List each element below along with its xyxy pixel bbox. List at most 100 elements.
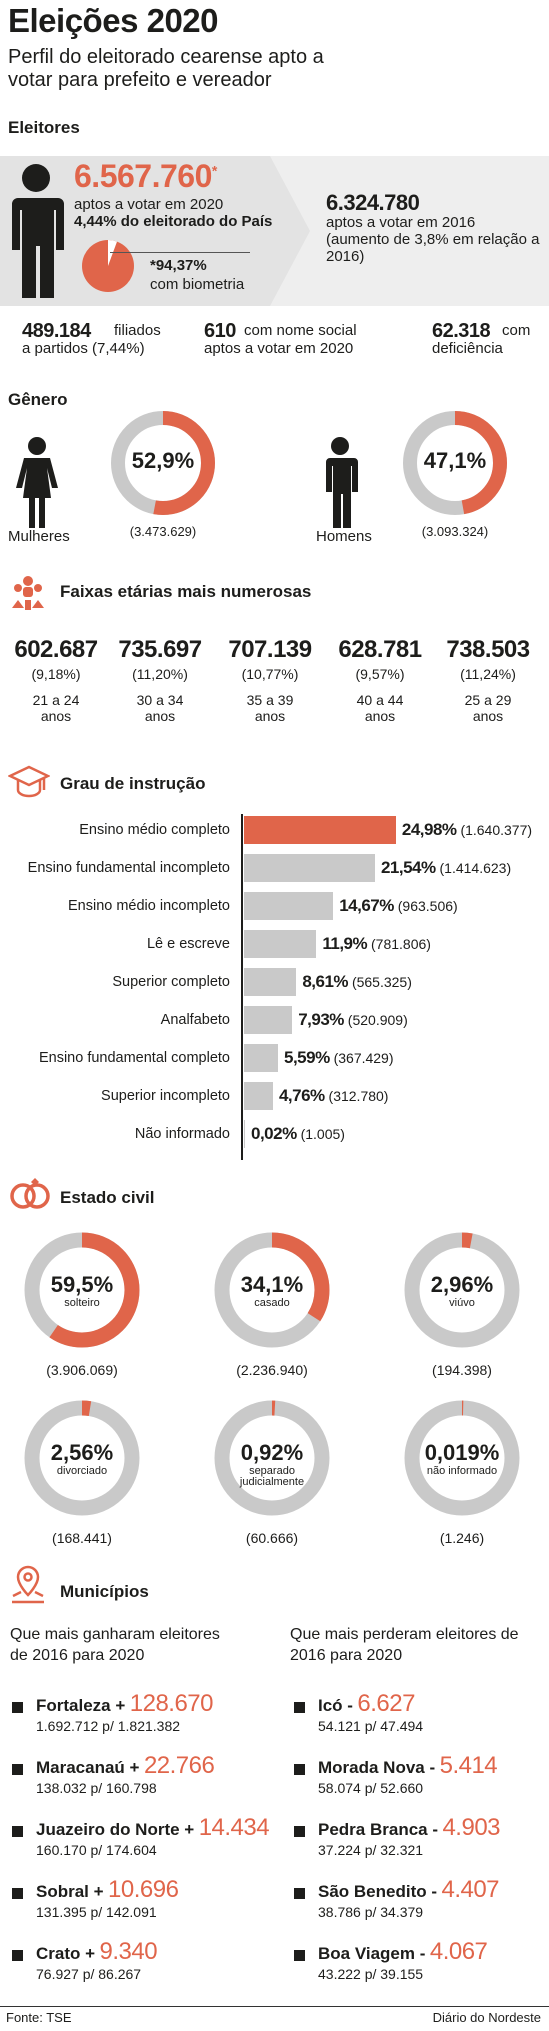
biometria-label: com biometria [150,276,245,293]
bullet [294,1826,305,1837]
estado-civil-count: (60.666) [245,1530,299,1546]
section-instrucao: Grau de instrução [60,774,206,793]
deficiencia-stat: 62.318 [432,320,491,342]
estado-civil-pct: 59,5% [50,1272,114,1297]
bar-value: 7,93% (520.909) [298,1010,408,1029]
bullet [294,1888,305,1899]
section-municipios: Municípios [60,1582,149,1601]
mulheres-donut [111,411,215,515]
mulheres-label: Mulheres [8,528,70,545]
bar-value: 4,76% (312.780) [278,1086,389,1105]
estado-civil-count: (1.246) [439,1530,485,1546]
bar-label: Ensino fundamental incompleto [27,860,230,876]
instrucao-chart: Ensino médio completo 24,98% (1.640.377)… [0,816,549,1160]
estado-civil-donut [404,1400,520,1516]
page-subtitle: Perfil do eleitorado cearense apto a vot… [8,46,324,91]
bar [244,854,375,882]
age-group-icon [12,576,44,610]
bar-label: Ensino médio incompleto [67,898,230,914]
ganharam-title: Que mais ganharam eleitores de 2016 para… [10,1626,220,1664]
mulheres-count: (3.473.629) [129,524,197,539]
footer-credit: Diário do Nordeste [432,2010,541,2025]
estado-civil-label: viúvo [449,1297,475,1309]
bar-label: Ensino fundamental completo [38,1050,230,1066]
estado-civil-pct: 2,56% [50,1440,114,1465]
faixa-item: 602.687 (9,18%) 21 a 24 anos [14,636,98,724]
bullet [294,1950,305,1961]
bar-label: Não informado [134,1126,230,1142]
bar-value: 14,67% (963.506) [339,896,458,915]
eleitores-prev-desc: aptos a votar em 2016 (aumento de 3,8% e… [326,214,540,265]
estado-civil-pct: 0,019% [424,1440,500,1465]
bar [244,1006,293,1034]
filiados-stat: 489.184 [22,320,91,342]
woman-icon [16,437,58,528]
estado-civil-count: (3.906.069) [46,1362,118,1378]
bar [244,816,396,844]
estado-civil-item: 34,1% casado (2.236.940) [212,1230,332,1390]
eleitores-total-desc: aptos a votar em 2020 [74,196,224,213]
estado-civil-count: (168.441) [52,1530,112,1546]
perderam-list: Icó - 6.627 54.121 p/ 47.494 Morada Nova… [294,1690,544,2004]
graduation-cap-icon [8,765,50,798]
estado-civil-label: solteiro [64,1297,100,1309]
eleitores-prev-panel [330,156,549,306]
page-title: Eleições 2020 [8,2,219,39]
arrow-divider [270,156,330,306]
bar-value: 11,9% (781.806) [322,934,431,953]
bullet [12,1702,23,1713]
rings-icon [10,1178,50,1209]
bar [244,930,317,958]
faixa-item: 707.139 (10,77%) 35 a 39 anos [228,636,312,724]
biometria-leader-line [110,252,250,253]
bullet [12,1764,23,1775]
instrucao-axis [241,814,243,1160]
estado-civil-pct: 34,1% [240,1272,304,1297]
bar [244,1120,245,1148]
bullet [12,1888,23,1899]
estado-civil-donut [404,1232,520,1348]
bar-value: 8,61% (565.325) [302,972,412,991]
eleitores-total: 6.567.760* [74,158,217,194]
section-genero: Gênero [8,390,68,409]
bar-value: 5,59% (367.429) [283,1048,394,1067]
estado-civil-item: 59,5% solteiro (3.906.069) [22,1230,142,1390]
social-stat: 610 [204,320,236,342]
bar-value: 24,98% (1.640.377) [401,820,533,839]
bar [244,1044,278,1072]
bar [244,1082,273,1110]
estado-civil-grid: 59,5% solteiro (3.906.069) 34,1% casado … [0,1230,549,1546]
bullet [12,1950,23,1961]
faixas-list: 602.687 (9,18%) 21 a 24 anos 735.697 (11… [0,636,549,746]
perderam-title: Que mais perderam eleitores de 2016 para… [290,1626,519,1664]
estado-civil-count: (2.236.940) [236,1362,308,1378]
bar-value: 21,54% (1.414.623) [380,858,512,877]
estado-civil-item: 0,92% separado judicialmente (60.666) [212,1398,332,1558]
homens-donut [403,411,507,515]
footer-rule [0,2006,549,2007]
bullet [294,1764,305,1775]
faixa-item: 628.781 (9,57%) 40 a 44 anos [338,636,422,724]
estado-civil-donut [214,1232,330,1348]
bar-label: Lê e escreve [146,936,230,952]
section-estado-civil: Estado civil [60,1188,155,1207]
faixa-item: 738.503 (11,24%) 25 a 29 anos [446,636,530,724]
deficiencia-desc: com deficiência [432,322,531,357]
bar-label: Analfabeto [160,1012,230,1028]
eleitores-prev-total: 6.324.780 [326,190,420,215]
estado-civil-item: 2,56% divorciado (168.441) [22,1398,142,1558]
bullet [294,1702,305,1713]
filiados-desc: filiados a partidos (7,44%) [22,322,161,357]
bar [244,892,334,920]
homens-pct: 47,1% [423,448,487,473]
bullet [12,1826,23,1837]
estado-civil-pct: 2,96% [430,1272,494,1297]
estado-civil-item: 0,019% não informado (1.246) [402,1398,522,1558]
estado-civil-label: casado [254,1297,290,1309]
estado-civil-label: divorciado [56,1465,108,1477]
section-eleitores: Eleitores [8,118,80,137]
estado-civil-donut [24,1400,140,1516]
estado-civil-item: 2,96% viúvo (194.398) [402,1230,522,1390]
section-faixas: Faixas etárias mais numerosas [60,582,312,601]
eleitores-pais-share: 4,44% do eleitorado do País [74,213,273,230]
